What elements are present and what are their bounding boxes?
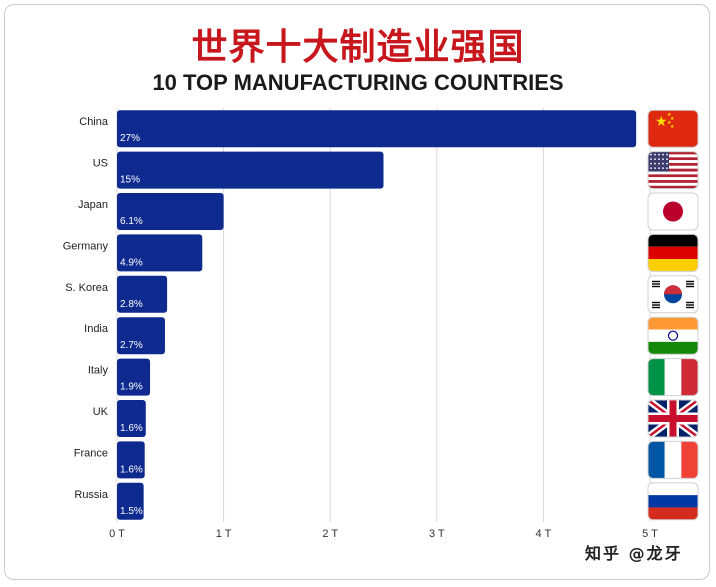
svg-text:★: ★ [670,124,675,130]
data-label: 1.6% [120,464,143,475]
x-tick-label: 4 T [536,528,552,540]
data-label: 2.7% [120,340,143,351]
flag-uk-icon [647,399,699,438]
category-label: Germany [63,240,109,252]
category-label: India [84,323,109,335]
category-label: Japan [78,199,108,211]
bar [117,110,637,148]
bar [117,358,151,396]
category-label: US [93,158,108,170]
svg-text:★: ★ [667,112,672,118]
watermark: 知乎 @龙牙 [585,544,683,563]
x-tick-label: 0 T [109,528,125,540]
bar [117,234,203,272]
bar [117,482,144,520]
flag-germany-icon [647,233,699,272]
flag-south-korea-icon [647,275,699,314]
data-label: 27% [120,133,140,144]
category-label: S. Korea [65,282,109,294]
flag-us-icon [647,151,699,190]
data-label: 2.8% [120,299,143,310]
flag-russia-icon [647,482,699,521]
data-label: 1.9% [120,382,143,393]
svg-text:★: ★ [655,113,668,129]
category-label: Russia [74,489,109,501]
category-label: UK [93,406,109,418]
flag-france-icon [647,440,699,479]
svg-text:★: ★ [667,120,672,126]
flag-china-icon: ★ ★★★★ [647,109,699,148]
category-label: France [74,447,108,459]
bar [117,193,224,230]
bar [117,317,165,355]
x-tick-label: 5 T [642,528,658,540]
data-label: 4.9% [120,257,143,268]
x-tick-label: 3 T [429,528,445,540]
flag-italy-icon [647,358,699,397]
data-label: 6.1% [120,216,143,227]
bar [117,400,146,437]
data-label: 15% [120,175,140,186]
category-label: Italy [88,365,109,377]
svg-text:★: ★ [670,116,675,122]
bar [117,151,384,189]
bar [117,441,145,479]
english-title: 10 TOP MANUFACTURING COUNTRIES [152,70,564,95]
flag-india-icon [647,316,699,355]
flag-japan-icon [647,192,699,231]
category-label: China [79,116,109,128]
x-tick-label: 2 T [322,528,338,540]
bar [117,275,168,313]
chinese-title: 世界十大制造业强国 [191,26,525,68]
x-tick-label: 1 T [216,528,232,540]
data-label: 1.6% [120,423,143,434]
data-label: 1.5% [120,506,143,517]
